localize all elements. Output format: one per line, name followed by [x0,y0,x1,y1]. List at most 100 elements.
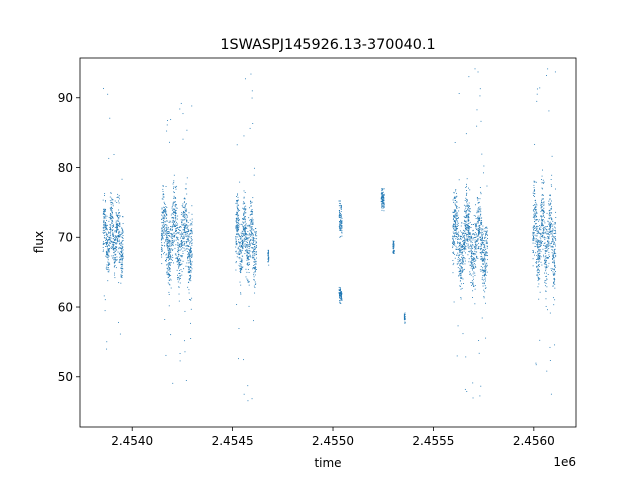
data-point [113,248,115,250]
data-point [485,242,487,244]
data-point [458,250,460,252]
data-point [534,216,536,218]
data-point [166,214,168,216]
data-point [122,230,124,232]
data-point [479,226,480,228]
data-point [241,268,243,270]
data-point [166,271,168,273]
data-point [462,243,464,245]
data-point [393,250,395,252]
data-point [383,206,385,208]
data-point [460,297,462,298]
data-point [190,240,192,242]
data-point [543,213,544,215]
data-point [552,238,554,240]
data-point [381,188,383,190]
data-point [173,211,175,213]
data-point [161,236,163,238]
data-point [249,207,250,209]
data-point [188,238,189,240]
data-point [481,220,483,221]
data-point [455,212,457,214]
data-point [468,258,470,260]
data-point [479,269,481,271]
data-point [479,395,481,397]
data-point [473,267,474,268]
data-point [545,275,547,277]
data-point [170,279,172,281]
data-point [105,217,107,219]
data-point [475,223,477,225]
data-point [469,251,471,253]
data-point [172,202,174,204]
data-point [247,231,249,233]
data-point [118,220,120,222]
data-point [474,260,476,262]
data-point [109,232,110,234]
data-point [110,204,112,206]
data-point [481,255,483,257]
data-point [539,225,541,227]
data-point [161,238,163,240]
data-point [189,232,191,234]
data-point [462,271,464,273]
data-point [551,185,553,187]
data-point [102,243,104,245]
data-point [182,207,184,208]
data-point [452,231,454,233]
data-point [481,244,483,246]
data-point [255,231,257,233]
data-point [339,223,341,225]
data-point [243,237,245,239]
data-point [340,225,342,227]
data-point [255,283,257,285]
data-point [249,250,251,252]
data-point [472,397,474,399]
data-point [454,202,456,204]
data-point [180,240,182,242]
data-point [172,382,174,384]
data-point [477,235,479,237]
data-point [162,213,164,215]
data-point [166,239,168,240]
data-point [469,236,471,237]
data-point [249,227,251,229]
data-point [532,236,534,238]
data-point [468,202,470,204]
data-point [179,282,181,284]
data-point [183,202,185,204]
data-point [251,232,253,233]
data-point [184,226,186,228]
data-point [486,252,488,254]
data-point [122,254,124,256]
data-point [465,234,467,236]
data-point [481,258,483,260]
data-point [250,242,252,244]
data-point [171,206,173,208]
data-point [113,247,114,249]
data-point [235,251,237,253]
data-point [106,219,108,221]
data-point [542,188,544,190]
data-point [181,231,183,233]
data-point [340,216,342,218]
data-point [541,205,543,207]
data-point [466,237,468,239]
data-point [171,245,172,247]
data-point [185,233,187,235]
data-point [237,214,239,216]
data-point [483,249,485,251]
data-point [108,249,110,251]
data-point [186,231,188,233]
data-point [182,205,184,207]
data-point [103,242,104,244]
data-point [182,250,184,252]
data-point [553,281,555,283]
data-point [179,230,181,231]
data-point [472,229,474,231]
data-point [393,253,395,254]
data-point [463,204,465,206]
data-point [484,275,486,276]
data-point [170,251,172,253]
data-point [179,353,181,354]
